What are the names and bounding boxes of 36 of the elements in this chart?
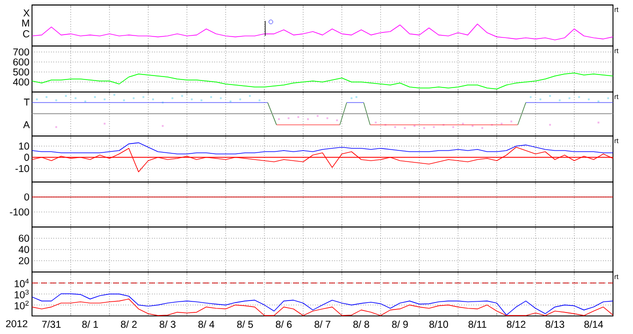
y-tick-label: 10$^{2}$	[14, 300, 29, 310]
y-tick-label: -10	[15, 164, 30, 172]
text: M	[22, 20, 29, 26]
y-tick-label: 10	[19, 142, 30, 150]
y-tick-label: -100	[10, 208, 30, 216]
y-tick-label: 0	[24, 193, 30, 201]
x-tick-label: 7/31	[42, 320, 61, 328]
text: C	[23, 30, 30, 38]
y-tick-label: 40	[18, 246, 30, 254]
x-tick-label: 8/ 3	[160, 320, 176, 328]
y-tick-label: 0	[24, 154, 30, 161]
y-tick-label: 400	[13, 78, 30, 86]
y-tick-label: 60	[18, 234, 30, 242]
x-tick-label: 8/10	[429, 320, 448, 328]
x-tick-label: 8/ 2	[120, 320, 137, 328]
x-tick-label: 8/12	[506, 320, 526, 328]
x-tick-label: 8/ 6	[276, 320, 292, 328]
text: X	[23, 10, 30, 16]
x-tick-label: 8/ 1	[82, 320, 98, 328]
text: T	[24, 98, 30, 106]
y-tick-label: 500	[13, 68, 30, 76]
x-tick-label: 8/ 7	[314, 320, 330, 328]
x-tick-label: 8/11	[468, 320, 486, 328]
y-tick-label: 20	[18, 257, 30, 264]
x-tick-label: 8/ 5	[237, 320, 253, 328]
y-tick-label: 10$^{3}$	[14, 290, 29, 298]
x-tick-label: 8/ 4	[198, 320, 214, 328]
y-tick-label: 600	[13, 58, 30, 66]
x-tick-label: 8/ 8	[353, 320, 370, 328]
x-axis-title: 2012	[6, 320, 28, 328]
y-tick-label: 10$^{4}$	[14, 278, 29, 288]
x-tick-label: 8/ 9	[392, 320, 408, 328]
y-tick-label: 700	[13, 48, 30, 56]
text: A	[23, 121, 30, 128]
x-tick-label: 8/13	[546, 320, 564, 328]
x-tick-label: 8/14	[584, 320, 604, 328]
